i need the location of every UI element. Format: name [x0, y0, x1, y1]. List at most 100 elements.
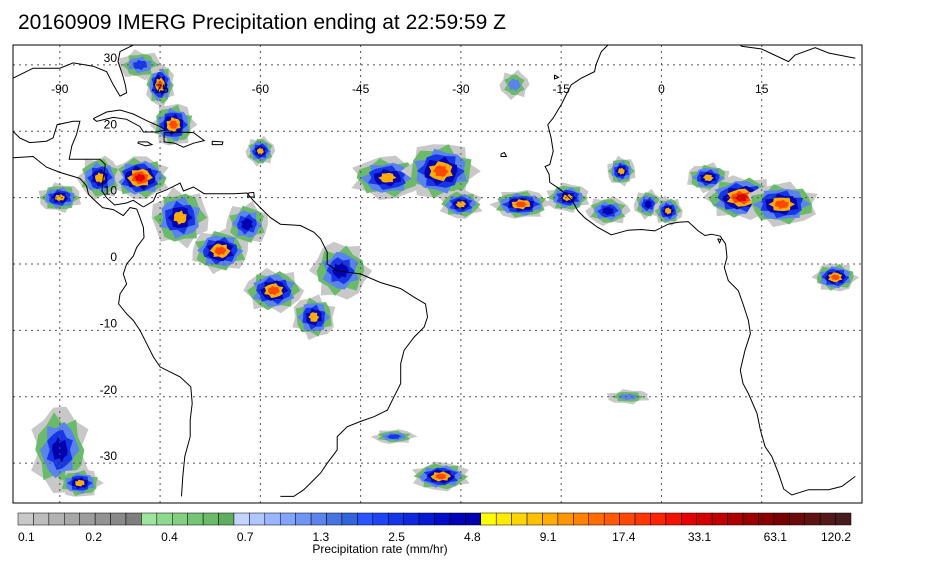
coastline — [739, 45, 856, 63]
precip-contour — [619, 393, 637, 401]
colorbar-swatch — [141, 512, 158, 526]
colorbar-swatch — [279, 512, 296, 526]
colorbar-tick-label: 120.2 — [821, 530, 851, 544]
precip-contour — [173, 210, 187, 225]
precip-contour — [268, 285, 280, 296]
precip-cell — [411, 461, 470, 492]
longitude-label: -45 — [352, 82, 370, 96]
colorbar-swatch — [804, 512, 821, 526]
colorbar-swatch — [187, 512, 204, 526]
precip-contour — [514, 201, 528, 207]
coastline — [544, 45, 856, 496]
latitude-label: 0 — [110, 250, 117, 264]
coastline — [13, 84, 144, 208]
colorbar-swatch — [758, 512, 775, 526]
colorbar-swatch — [387, 512, 404, 526]
colorbar-swatch — [603, 512, 620, 526]
coastline — [500, 151, 508, 157]
precip-contour — [168, 120, 179, 129]
colorbar-swatch — [819, 512, 836, 526]
precip-cell — [111, 156, 169, 200]
longitude-label: -15 — [553, 82, 571, 96]
colorbar-tick-label: 33.1 — [688, 530, 712, 544]
precip-cell — [192, 227, 249, 275]
colorbar-swatch — [418, 512, 435, 526]
colorbar-swatch — [249, 512, 266, 526]
precip-cell — [400, 144, 481, 198]
precip-contour — [644, 200, 652, 209]
colorbar-swatch — [357, 512, 374, 526]
precip-contour — [507, 78, 521, 92]
colorbar-swatch — [511, 512, 528, 526]
precip-contour — [455, 200, 467, 208]
colorbar-swatch — [125, 512, 142, 526]
colorbar-swatch — [17, 512, 34, 526]
colorbar-swatch — [742, 512, 759, 526]
colorbar-swatch — [310, 512, 327, 526]
latitude-label: -30 — [100, 449, 118, 463]
precip-contour — [54, 194, 65, 202]
colorbar-swatch — [588, 512, 605, 526]
coastline — [92, 109, 167, 133]
colorbar-swatch — [526, 512, 543, 526]
precip-cell — [489, 190, 553, 219]
precip-cell — [292, 294, 336, 341]
colorbar-swatch — [94, 512, 111, 526]
precip-contour — [214, 246, 227, 256]
coastlines — [13, 2, 856, 497]
precip-contour — [702, 174, 714, 182]
colorbar-tick-label: 1.3 — [313, 530, 330, 544]
precip-contour — [664, 207, 672, 215]
colorbar-swatch — [172, 512, 188, 526]
precip-contour — [135, 173, 145, 182]
colorbar-swatch — [403, 512, 420, 526]
colorbar-swatch — [202, 512, 219, 526]
colorbar-swatch — [79, 512, 96, 526]
colorbar-swatch — [465, 512, 482, 526]
precip-cell — [499, 69, 530, 101]
longitude-label: -75 — [151, 82, 169, 96]
colorbar-tick-label: 4.8 — [464, 530, 481, 544]
colorbar-swatch — [449, 512, 466, 526]
coastline — [13, 45, 134, 97]
map-frame — [12, 44, 863, 504]
precip-cell — [149, 103, 198, 146]
colorbar-swatch — [542, 512, 559, 526]
latitude-label: 10 — [104, 184, 118, 198]
colorbar-swatch — [434, 512, 451, 526]
longitude-label: 0 — [658, 82, 665, 96]
colorbar-swatch — [110, 512, 127, 526]
colorbar-tick-label: 0.1 — [18, 530, 35, 544]
precip-cell — [606, 389, 650, 405]
colorbar-swatch — [711, 512, 728, 526]
colorbar-swatch — [789, 512, 805, 526]
colorbar-tick-label: 0.2 — [85, 530, 102, 544]
precip-cell — [226, 200, 268, 248]
colorbar-swatch — [372, 512, 389, 526]
colorbar-swatch — [634, 512, 651, 526]
colorbar-swatch — [48, 512, 65, 526]
precip-contour — [95, 172, 105, 184]
colorbar-tick-label: 63.1 — [764, 530, 788, 544]
precip-contour — [256, 147, 264, 155]
colorbar-swatch — [495, 512, 512, 526]
colorbar-tick-label: 17.4 — [612, 530, 636, 544]
latitude-label: -20 — [100, 383, 118, 397]
colorbar-swatch — [650, 512, 667, 526]
colorbar-swatch — [696, 512, 713, 526]
coastline — [163, 131, 206, 148]
colorbar-swatch — [573, 512, 590, 526]
precip-cell — [145, 62, 175, 108]
precip-cell — [546, 182, 590, 213]
colorbar-swatch — [681, 512, 697, 526]
precip-cell — [745, 181, 818, 227]
coastline — [601, 2, 661, 25]
precip-cell — [653, 195, 683, 227]
precip-contour — [435, 473, 447, 480]
coastline — [554, 74, 560, 80]
coastline — [118, 208, 193, 497]
precip-cell — [811, 263, 860, 292]
precip-cell — [585, 195, 631, 226]
coastline — [211, 140, 224, 146]
